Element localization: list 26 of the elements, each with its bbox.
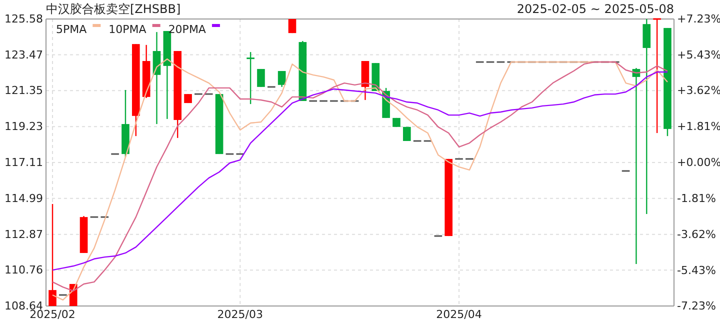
x-tick-label: 2025/03 bbox=[217, 308, 263, 320]
y2-tick-label: -1.81% bbox=[677, 192, 716, 205]
chart-title: 中汉胶合板卖空[ZHSBB] bbox=[46, 2, 181, 16]
y-tick-label: 121.35 bbox=[4, 84, 43, 98]
candlestick bbox=[402, 126, 411, 142]
y-tick-label: 110.76 bbox=[4, 264, 43, 277]
candlestick bbox=[278, 70, 286, 88]
chart-subtitle: 2025-02-05 ~ 2025-05-08 bbox=[516, 2, 674, 16]
legend-label: 20PMA bbox=[168, 23, 206, 36]
candlestick bbox=[288, 18, 296, 34]
legend-label: 5PMA bbox=[56, 23, 88, 36]
y-tick-label: 114.99 bbox=[4, 192, 43, 205]
candlestick bbox=[653, 18, 661, 134]
y2-tick-label: -3.62% bbox=[677, 228, 716, 241]
y2-tick-label: -5.43% bbox=[677, 264, 716, 277]
y-tick-label: 117.11 bbox=[4, 156, 43, 170]
y-tick-label: 119.23 bbox=[4, 120, 43, 134]
y-tick-label: 125.58 bbox=[4, 12, 43, 26]
y-tick-label: 112.87 bbox=[4, 228, 43, 241]
candlestick bbox=[642, 18, 651, 215]
candlestick bbox=[257, 68, 265, 88]
y2-tick-label: -7.23% bbox=[677, 300, 716, 313]
x-tick-label: 2025/04 bbox=[436, 308, 482, 320]
candlestick bbox=[246, 51, 254, 105]
legend-label: 10PMA bbox=[108, 23, 147, 36]
y-tick-label: 123.47 bbox=[4, 48, 43, 62]
